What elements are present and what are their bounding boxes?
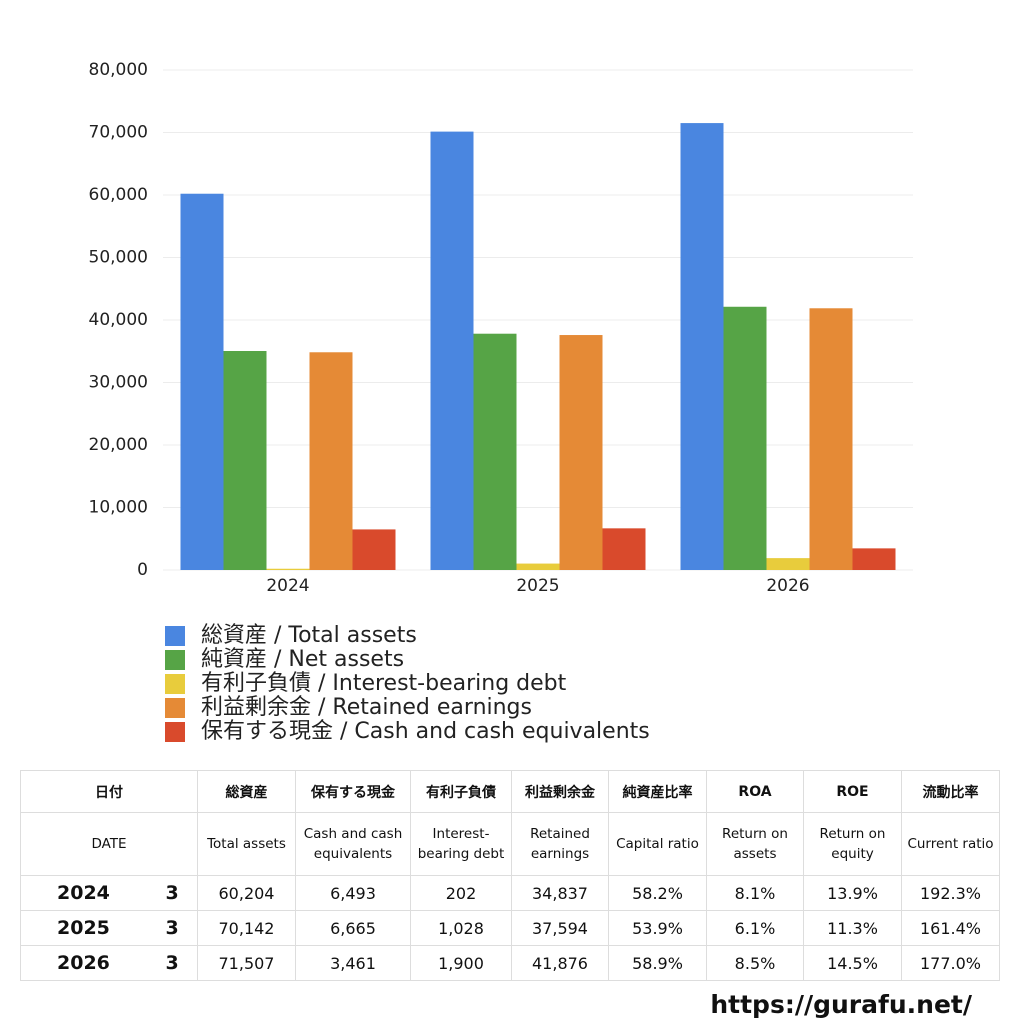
header-cell: 日付 [20,770,198,813]
bar [766,558,810,570]
table-cell: 3,461 [295,945,411,981]
table-cell: 6,665 [295,910,411,946]
header-cell: ROA [706,770,804,813]
header-row: 日付 総資産 保有する現金 有利子負債 利益剰余金 純資産比率 ROA ROE 流動比率 [20,770,1000,813]
y-tick-label: 60,000 [89,185,148,205]
y-tick-label: 20,000 [89,435,148,455]
y-tick-label: 0 [137,560,148,580]
y-tick-label: 30,000 [89,373,148,393]
y-tick-label: 50,000 [89,248,148,268]
table-cell: 58.2% [608,875,707,911]
bar [723,306,767,570]
bar [309,352,353,570]
header-cell: Capital ratio [608,812,707,876]
table-cell: 13.9% [803,875,902,911]
legend-swatch [165,698,185,718]
legend-swatch [165,674,185,694]
legend-label: 純資産 / Net assets [201,647,404,672]
y-tick-label: 10,000 [89,498,148,518]
table-cell: 14.5% [803,945,902,981]
table-cell: 8.1% [706,875,804,911]
table-cell: 3 [147,945,198,981]
header-cell: Total assets [197,812,296,876]
legend-label: 総資産 / Total assets [201,623,417,648]
table-cell: 202 [410,875,512,911]
header-cell: 純資産比率 [608,770,707,813]
bar [430,131,474,571]
x-tick-label: 2026 [766,576,809,596]
header-cell: ROE [803,770,902,813]
legend-label: 利益剰余金 / Retained earnings [201,695,532,720]
bar [680,123,724,571]
x-tick-label: 2024 [266,576,309,596]
bar [223,351,267,570]
header-cell: Return on equity [803,812,902,876]
legend-swatch [165,722,185,742]
bar [602,528,646,570]
table-cell: 6,493 [295,875,411,911]
bar [559,335,603,570]
footer-url: https://gurafu.net/ [710,990,972,1019]
legend-swatch [165,650,185,670]
header-cell: Interest-bearing debt [410,812,512,876]
table-cell: 1,900 [410,945,512,981]
table-cell: 53.9% [608,910,707,946]
header-cell: 総資産 [197,770,296,813]
header-cell: Cash and cash equivalents [295,812,411,876]
bar [266,568,310,570]
header-cell: 利益剰余金 [511,770,609,813]
table-cell: 177.0% [901,945,1000,981]
bar [180,193,224,570]
header-row: DATE Total assets Cash and cash equivalent… [20,812,1000,876]
table-cell: 70,142 [197,910,296,946]
table-cell: 2025 [20,910,148,946]
table-cell: 2026 [20,945,148,981]
table-cell: 58.9% [608,945,707,981]
y-tick-label: 80,000 [89,60,148,80]
header-cell: Current ratio [901,812,1000,876]
table-cell: 6.1% [706,910,804,946]
header-cell: 流動比率 [901,770,1000,813]
data-row: 2025 3 70,142 6,665 1,028 37,594 53.9% 6.1% 11.3… [20,910,1000,946]
table-cell: 71,507 [197,945,296,981]
bar [852,548,896,570]
header-cell: 保有する現金 [295,770,411,813]
header-cell: Retained earnings [511,812,609,876]
table-cell: 60,204 [197,875,296,911]
bar [809,308,853,570]
data-row: 2024 3 60,204 6,493 202 34,837 58.2% 8.1% 13.9% 1… [20,875,1000,911]
legend-label: 保有する現金 / Cash and cash equivalents [201,719,650,744]
table-cell: 1,028 [410,910,512,946]
header-cell: Return on assets [706,812,804,876]
bar [352,529,396,570]
table-cell: 41,876 [511,945,609,981]
table-cell: 34,837 [511,875,609,911]
table-cell: 11.3% [803,910,902,946]
x-tick-label: 2025 [516,576,559,596]
chart: 0 10,000 20,000 30,000 40,000 50,000 60,000 70,… [89,60,913,744]
table-cell: 161.4% [901,910,1000,946]
table-cell: 37,594 [511,910,609,946]
table-cell: 3 [147,875,198,911]
table-cell: 2024 [20,875,148,911]
y-tick-label: 40,000 [89,310,148,330]
table-cell: 3 [147,910,198,946]
legend-swatch [165,626,185,646]
table-cell: 8.5% [706,945,804,981]
table-cell: 192.3% [901,875,1000,911]
legend-label: 有利子負債 / Interest-bearing debt [201,671,567,696]
bar [516,563,560,570]
y-tick-label: 70,000 [89,123,148,143]
header-cell: 有利子負債 [410,770,512,813]
data-row: 2026 3 71,507 3,461 1,900 41,876 58.9% 8.5% 14.5… [20,945,1000,981]
data-table: 日付 総資産 保有する現金 有利子負債 利益剰余金 純資産比率 ROA ROE 流動比率 DATE… [20,770,1000,981]
bar [473,333,517,570]
header-cell: DATE [20,812,198,876]
